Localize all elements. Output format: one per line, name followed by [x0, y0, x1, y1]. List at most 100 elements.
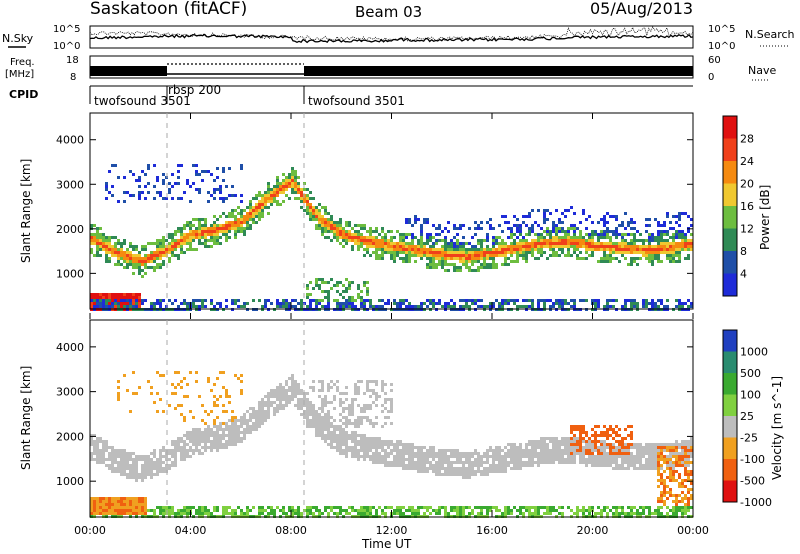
- power-cell: [96, 293, 99, 296]
- velocity-cell: [396, 509, 399, 512]
- power-cell: [516, 242, 519, 245]
- velocity-cell: [357, 440, 360, 443]
- velocity-cell: [540, 458, 543, 461]
- power-cell: [114, 296, 117, 299]
- power-cell: [429, 254, 432, 257]
- velocity-cell: [450, 506, 453, 509]
- power-cell: [345, 287, 348, 290]
- velocity-cell: [249, 425, 252, 428]
- velocity-cell: [174, 392, 177, 395]
- velocity-cell: [144, 473, 147, 476]
- velocity-cell: [354, 440, 357, 443]
- power-cell: [633, 236, 636, 239]
- power-cell: [135, 299, 138, 302]
- velocity-cell: [582, 509, 585, 512]
- velocity-cell: [96, 452, 99, 455]
- velocity-cell: [507, 455, 510, 458]
- velocity-cell: [213, 443, 216, 446]
- power-cell: [363, 227, 366, 230]
- power-cell: [189, 248, 192, 251]
- velocity-cell: [495, 449, 498, 452]
- velocity-cell: [405, 458, 408, 461]
- velocity-cell: [513, 461, 516, 464]
- power-cell: [198, 305, 201, 308]
- velocity-cell: [477, 467, 480, 470]
- power-cell: [660, 260, 663, 263]
- velocity-cell: [351, 413, 354, 416]
- power-cell: [267, 299, 270, 302]
- power-cell: [654, 302, 657, 305]
- velocity-cell: [483, 455, 486, 458]
- power-cell: [351, 236, 354, 239]
- velocity-cell: [300, 407, 303, 410]
- power-cell: [603, 224, 606, 227]
- power-cell: [324, 212, 327, 215]
- power-cell: [315, 284, 318, 287]
- power-cell: [657, 299, 660, 302]
- power-cell: [96, 296, 99, 299]
- velocity-cell: [177, 446, 180, 449]
- power-cell: [111, 194, 114, 197]
- power-cell: [327, 218, 330, 221]
- power-cell: [150, 260, 153, 263]
- velocity-cell: [660, 455, 663, 458]
- velocity-cell: [540, 452, 543, 455]
- power-cell: [195, 236, 198, 239]
- power-cell: [228, 236, 231, 239]
- power-cell: [204, 242, 207, 245]
- velocity-cell: [675, 452, 678, 455]
- power-cell: [537, 239, 540, 242]
- power-cell: [192, 305, 195, 308]
- velocity-cell: [270, 512, 273, 515]
- velocity-cell: [678, 458, 681, 461]
- velocity-cell: [171, 383, 174, 386]
- power-cell: [291, 176, 294, 179]
- power-cell: [117, 263, 120, 266]
- velocity-cell: [558, 446, 561, 449]
- velocity-cell: [576, 512, 579, 515]
- velocity-cell: [105, 500, 108, 503]
- velocity-cell: [258, 425, 261, 428]
- velocity-cell: [306, 401, 309, 404]
- power-cell: [564, 236, 567, 239]
- velocity-cell: [105, 509, 108, 512]
- power-cell: [453, 302, 456, 305]
- velocity-cell: [603, 458, 606, 461]
- velocity-cell: [345, 449, 348, 452]
- velocity-cell: [90, 452, 93, 455]
- power-cell: [204, 170, 207, 173]
- velocity-cell: [525, 461, 528, 464]
- power-cell: [636, 251, 639, 254]
- power-cell: [675, 260, 678, 263]
- power-cell: [408, 260, 411, 263]
- velocity-cell: [663, 500, 666, 503]
- velocity-cell: [660, 497, 663, 500]
- velocity-cell: [186, 512, 189, 515]
- velocity-cell: [600, 455, 603, 458]
- power-cell: [513, 224, 516, 227]
- power-cell: [90, 248, 93, 251]
- velocity-cell: [126, 497, 129, 500]
- power-cell: [480, 248, 483, 251]
- velocity-cell: [432, 464, 435, 467]
- velocity-cell: [597, 464, 600, 467]
- velocity-cell: [531, 446, 534, 449]
- power-cell: [291, 182, 294, 185]
- power-colorbar-tick: 20: [740, 178, 754, 191]
- power-cell: [345, 299, 348, 302]
- velocity-cell: [321, 383, 324, 386]
- velocity-cell: [267, 398, 270, 401]
- power-cell: [465, 257, 468, 260]
- velocity-cell: [645, 449, 648, 452]
- power-cell: [582, 257, 585, 260]
- power-cell: [102, 239, 105, 242]
- velocity-cell: [654, 461, 657, 464]
- velocity-cell: [678, 446, 681, 449]
- velocity-cell: [546, 512, 549, 515]
- power-cell: [426, 239, 429, 242]
- velocity-cell: [411, 455, 414, 458]
- velocity-cell: [90, 458, 93, 461]
- power-cell: [159, 191, 162, 194]
- noise-search-trace: [89, 26, 694, 42]
- velocity-cell: [117, 392, 120, 395]
